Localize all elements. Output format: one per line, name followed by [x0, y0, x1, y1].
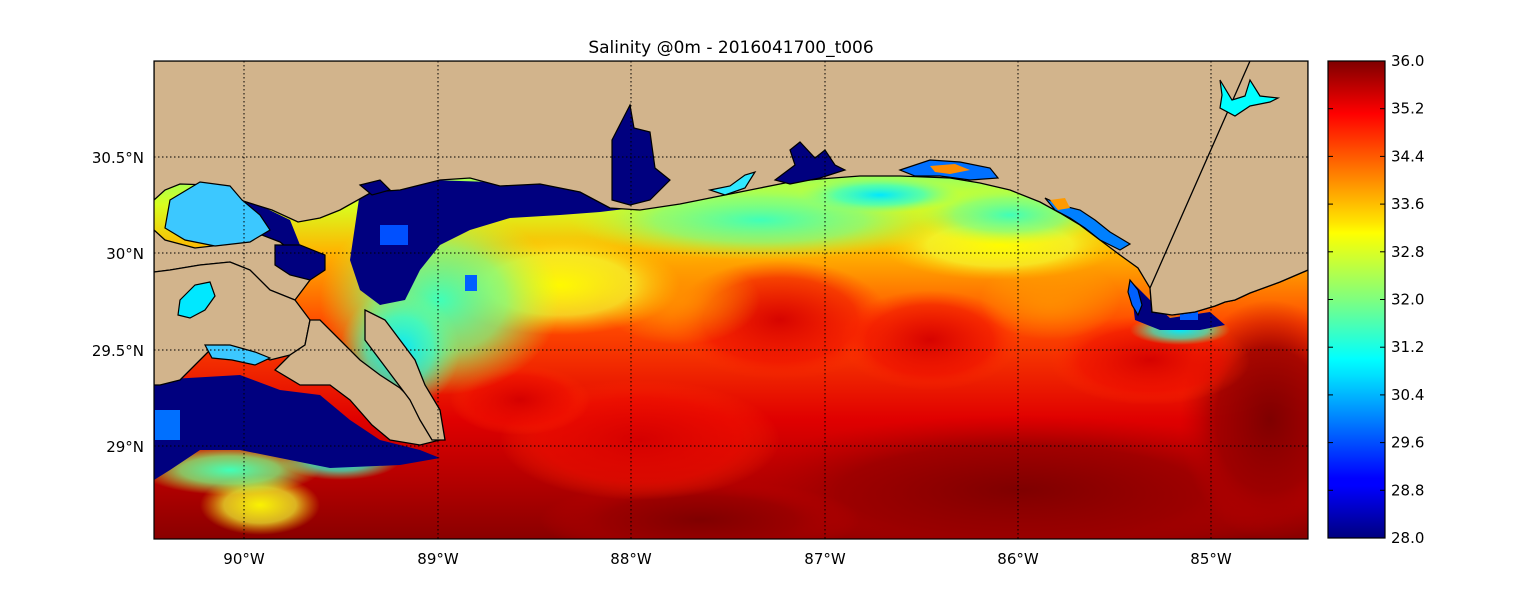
colorbar-tick-label: 33.6	[1391, 195, 1424, 213]
colorbar: 36.0 35.2 34.4 33.6 32.8 32.0 31.2 30.4 29.6 28.8…	[1327, 52, 1424, 547]
colorbar-tick-label: 31.2	[1391, 338, 1424, 356]
orange-patch-2	[980, 260, 1120, 340]
colorbar-tick-label: 30.4	[1391, 386, 1424, 404]
red-eddy-2	[840, 290, 1020, 390]
freshwater-delta-west	[154, 375, 440, 480]
colorbar-ticks: 36.0 35.2 34.4 33.6 32.8 32.0 31.2 30.4 29.6 28.8…	[1328, 52, 1424, 547]
inland-lake-salvador	[203, 344, 272, 366]
lat-label-30n: 30°N	[106, 245, 144, 263]
blue-pixel-patch-2	[155, 410, 180, 440]
inland-bay-st-louis	[358, 179, 392, 196]
map-frame	[153, 60, 1309, 540]
colorbar-tick-label: 28.8	[1391, 481, 1424, 499]
colorbar-tick-label: 32.0	[1391, 291, 1424, 309]
inland-lake-borgne	[274, 244, 326, 281]
lat-label-29n: 29°N	[106, 438, 144, 456]
lon-label-87w: 87°W	[804, 550, 846, 568]
inland-mobile-bay	[611, 103, 671, 206]
cyan-nearshore-2	[800, 177, 960, 213]
latitude-labels: 30.5°N 30°N 29.5°N 29°N	[92, 149, 144, 456]
lat-label-29-5n: 29.5°N	[92, 342, 144, 360]
colorbar-tick-label: 29.6	[1391, 434, 1424, 452]
colorbar-gradient	[1327, 60, 1386, 539]
inland-apalachicola-river	[1219, 78, 1281, 117]
lon-label-90w: 90°W	[223, 550, 265, 568]
lon-label-86w: 86°W	[997, 550, 1039, 568]
blue-pixel-patch-1	[380, 225, 408, 245]
land-florida-bend	[1149, 61, 1308, 316]
inland-perdido-bay	[707, 170, 757, 196]
map-plot-area	[154, 61, 1308, 539]
inland-st-andrews-orange	[1050, 198, 1070, 210]
lon-label-89w: 89°W	[417, 550, 459, 568]
map-graticule	[154, 61, 1308, 539]
freshwater-choctawhatchee	[1130, 280, 1225, 330]
map-title: Salinity @0m - 2016041700_t006	[588, 38, 873, 58]
colorbar-tick-label: 32.8	[1391, 243, 1424, 261]
lon-label-85w: 85°W	[1190, 550, 1232, 568]
colorbar-tick-label: 34.4	[1391, 147, 1424, 165]
blue-pixel-patch-4	[1180, 312, 1198, 320]
inland-lake-maurepas	[177, 281, 216, 319]
land-birdfoot-delta	[364, 308, 446, 441]
longitude-labels: 90°W 89°W 88°W 87°W 86°W 85°W	[223, 550, 1232, 568]
inland-st-andrews-bay	[1044, 197, 1132, 251]
lat-label-30-5n: 30.5°N	[92, 149, 144, 167]
colorbar-tick-label: 36.0	[1391, 52, 1424, 70]
inland-choctawhatchee-orange	[930, 164, 970, 174]
lon-label-88w: 88°W	[610, 550, 652, 568]
blue-pixel-patch-3	[465, 275, 477, 291]
inland-st-joe-bay	[1127, 278, 1143, 317]
colorbar-tick-label: 35.2	[1391, 100, 1424, 118]
colorbar-tick-label: 28.0	[1391, 529, 1424, 547]
freshwater-mobile-bay	[350, 128, 670, 305]
